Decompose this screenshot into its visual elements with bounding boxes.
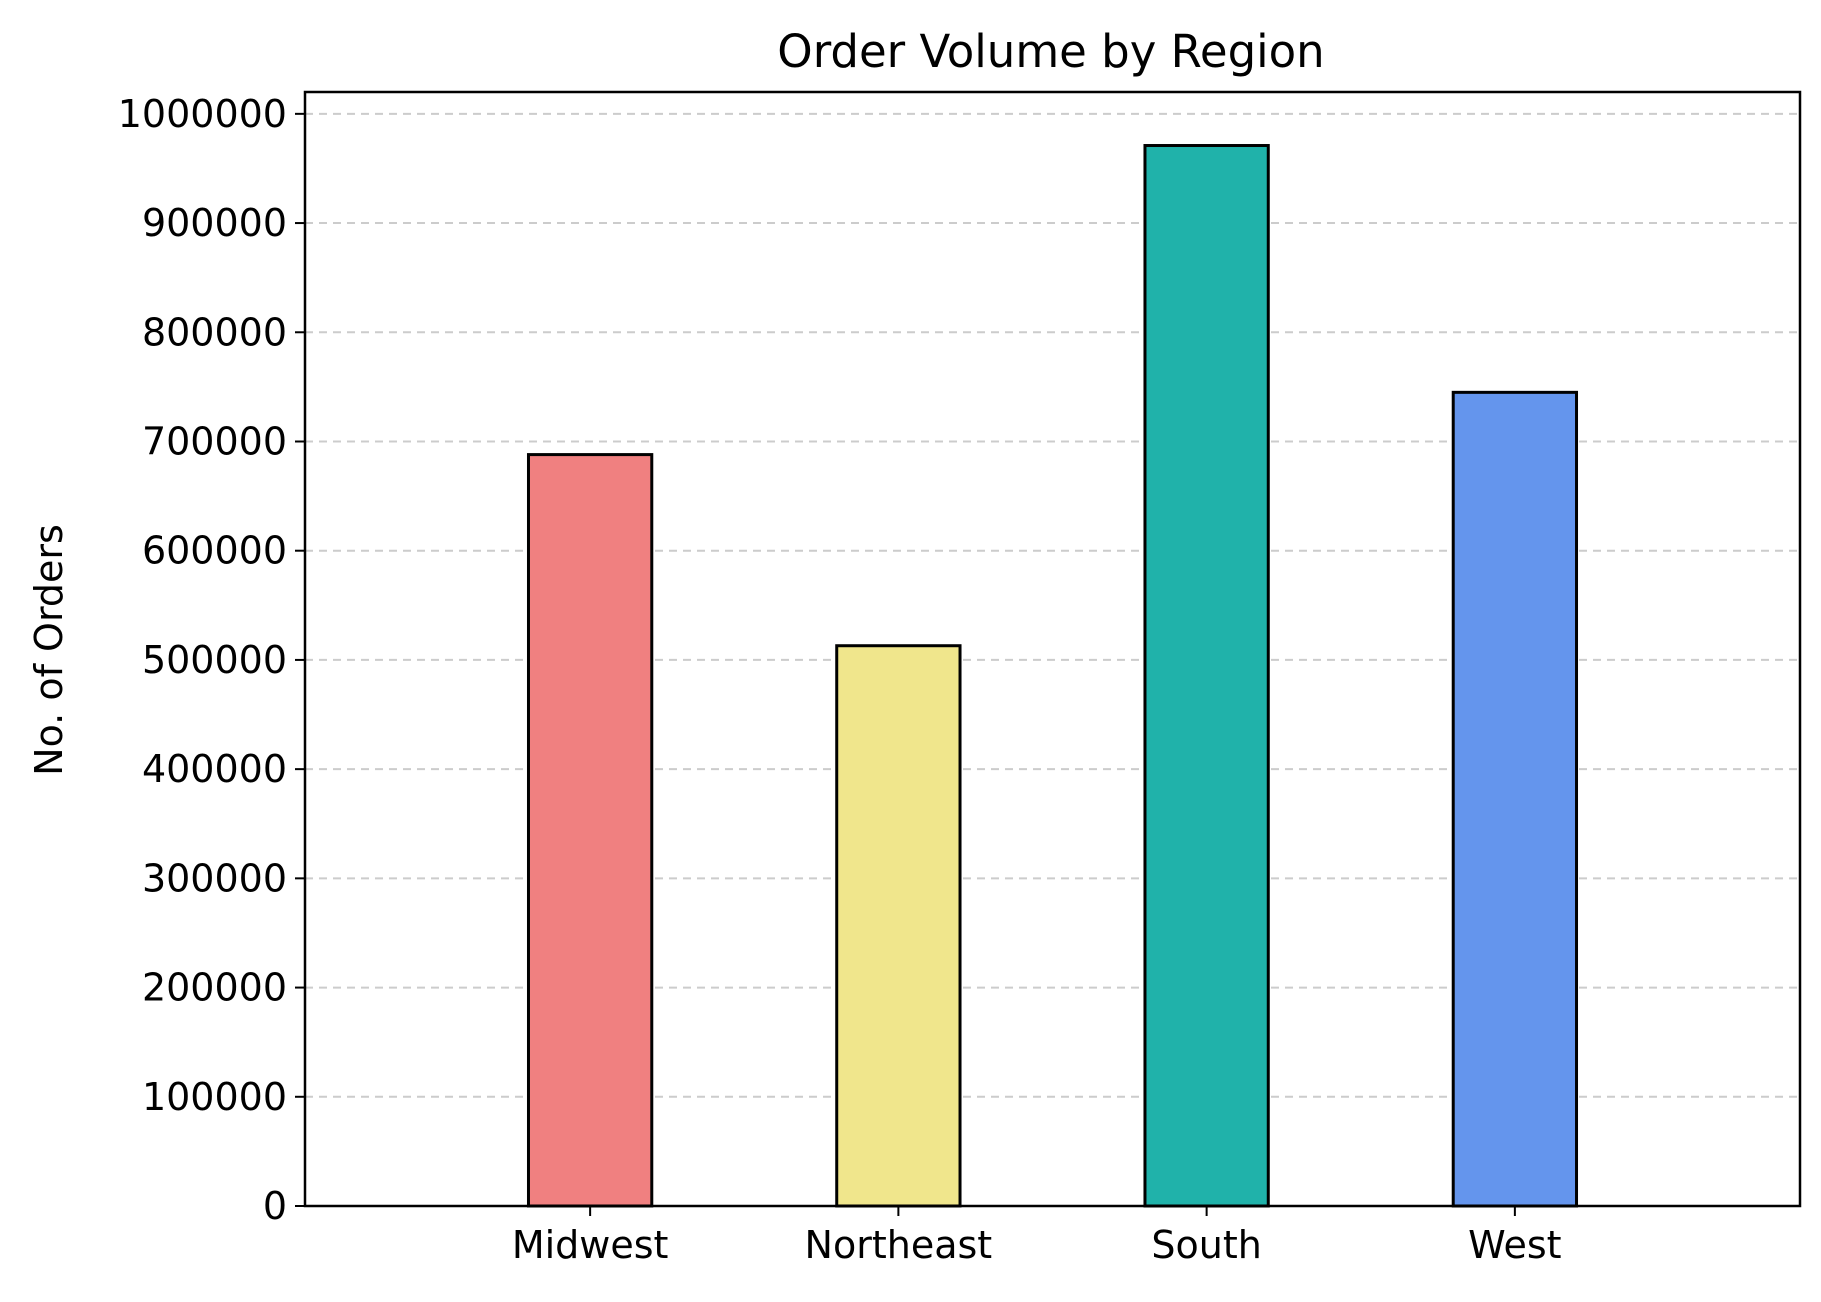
y-tick-label: 200000 <box>142 966 287 1010</box>
bar-west <box>1451 390 1579 1208</box>
y-axis-label: No. of Orders <box>27 524 71 776</box>
y-tick-label: 100000 <box>142 1075 287 1119</box>
bars <box>526 144 1579 1208</box>
y-tick-label: 500000 <box>142 638 287 682</box>
y-tick-label: 1000000 <box>118 92 287 136</box>
x-tick-label: Midwest <box>512 1223 669 1267</box>
y-tick-label: 600000 <box>142 529 287 573</box>
y-tick-label: 300000 <box>142 856 287 900</box>
chart-title: Order Volume by Region <box>777 25 1324 78</box>
y-tick-label: 0 <box>263 1184 287 1228</box>
bar-south <box>1143 144 1270 1208</box>
axes: Midwest Northeast South West 0 100000 200000 30… <box>118 90 1802 1267</box>
y-tick-label: 800000 <box>142 310 287 354</box>
plot-frame <box>303 90 1802 1208</box>
x-tick-label: West <box>1468 1223 1561 1267</box>
y-tick-label: 900000 <box>142 201 287 245</box>
x-tick-label: Northeast <box>805 1223 993 1267</box>
x-tick-label: South <box>1151 1223 1261 1267</box>
y-tick-label: 700000 <box>142 419 287 463</box>
gridlines <box>305 112 1800 1098</box>
bar-northeast <box>835 644 962 1208</box>
bar-midwest <box>526 453 654 1208</box>
y-tick-label: 400000 <box>142 747 287 791</box>
